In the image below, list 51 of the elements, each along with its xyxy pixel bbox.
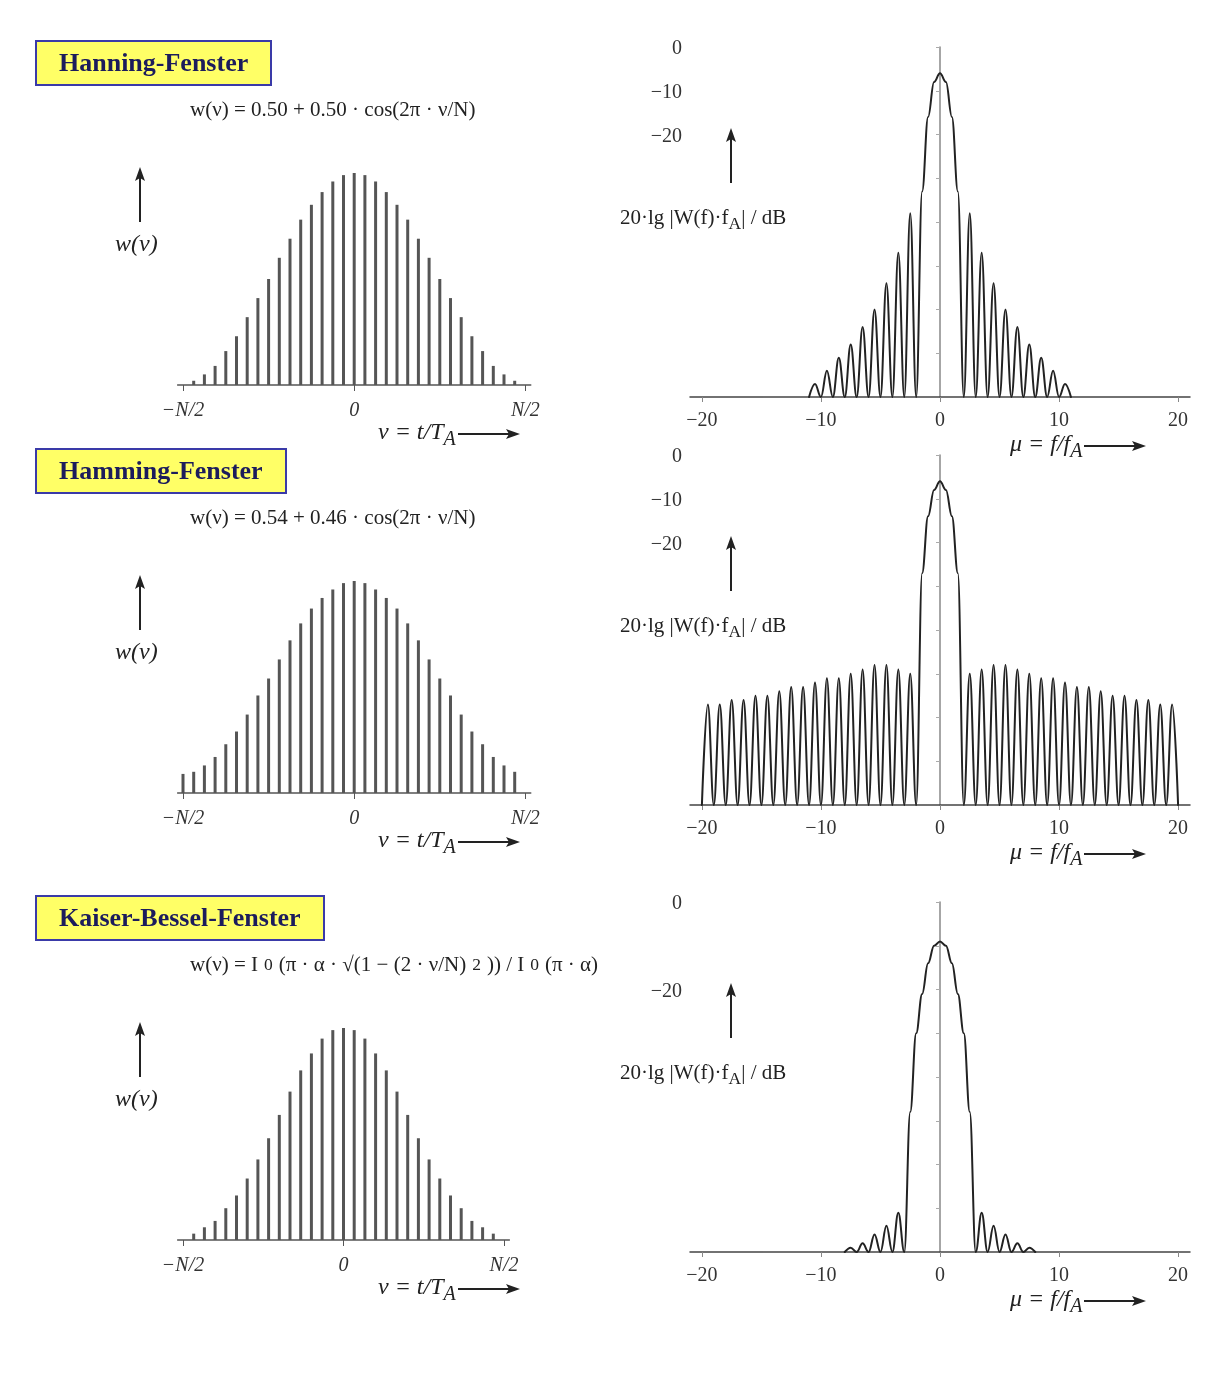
x-axis-title: μ = f/f$_{A}$	[1010, 838, 1083, 870]
y-axis-title: 20·lg |W(f)·f$_{A}$| / dB	[620, 205, 787, 235]
y-axis-title: 20·lg |W(f)·f$_{A}$| / dB	[620, 1060, 787, 1090]
x-axis-title: μ = f/f$_{A}$	[1010, 1285, 1083, 1317]
x-tick-label: 0	[935, 816, 945, 838]
y-tick-label: −20	[650, 123, 682, 146]
x-tick-label: −10	[805, 1263, 837, 1285]
x-tick-label: 0	[935, 1263, 945, 1285]
y-axis-title: 20·lg |W(f)·f$_{A}$| / dB	[620, 613, 787, 643]
x-tick-label: 20	[1168, 816, 1189, 838]
y-tick-label: 0	[672, 36, 682, 58]
x-tick-label: 20	[1168, 408, 1189, 430]
x-tick-label: 20	[1168, 1263, 1189, 1285]
chart-title: Hanning-Fenster	[35, 40, 273, 86]
y-tick-label: −10	[650, 79, 682, 102]
y-axis-title: w(ν)	[115, 638, 158, 664]
x-tick-label: 0	[338, 1253, 349, 1275]
x-tick-label: 0	[349, 398, 360, 420]
x-tick-label: 10	[1049, 1263, 1070, 1285]
y-axis-title: w(ν)	[115, 1085, 158, 1111]
x-tick-label: 10	[1049, 816, 1070, 838]
x-tick-label: 10	[1049, 408, 1070, 430]
x-tick-label: N/2	[509, 806, 540, 828]
chart-title: Kaiser-Bessel-Fenster	[35, 895, 325, 941]
y-tick-label: −10	[650, 487, 682, 510]
x-axis-title: μ = f/f$_{A}$	[1010, 430, 1083, 462]
x-axis-title: ν = t/T$_{A}$	[378, 1273, 456, 1305]
line-series	[808, 72, 1072, 398]
x-tick-label: −20	[686, 408, 718, 430]
line-series	[843, 940, 1037, 1253]
chart-subtitle: w(ν) = 0.54 + 0.46 · cos(2π · ν/N)	[190, 505, 476, 530]
x-tick-label: −N/2	[161, 806, 205, 828]
x-axis-title: ν = t/T$_{A}$	[378, 418, 456, 450]
x-tick-label: −10	[805, 408, 837, 430]
x-tick-label: −20	[686, 1263, 718, 1285]
y-tick-label: 0	[672, 444, 682, 466]
y-tick-label: 0	[672, 891, 682, 913]
x-tick-label: 0	[349, 806, 360, 828]
x-tick-label: −10	[805, 816, 837, 838]
y-axis-title: w(ν)	[115, 230, 158, 256]
y-tick-label: −20	[650, 531, 682, 554]
x-tick-label: N/2	[509, 398, 540, 420]
x-tick-label: −20	[686, 816, 718, 838]
x-tick-label: −N/2	[161, 1253, 205, 1275]
chart-subtitle: w(ν) = 0.50 + 0.50 · cos(2π · ν/N)	[190, 97, 476, 122]
x-tick-label: 0	[935, 408, 945, 430]
chart-title: Hamming-Fenster	[35, 448, 287, 494]
y-tick-label: −20	[650, 978, 682, 1001]
x-tick-label: N/2	[488, 1253, 519, 1275]
x-tick-label: −N/2	[161, 398, 205, 420]
x-axis-title: ν = t/T$_{A}$	[378, 826, 456, 858]
